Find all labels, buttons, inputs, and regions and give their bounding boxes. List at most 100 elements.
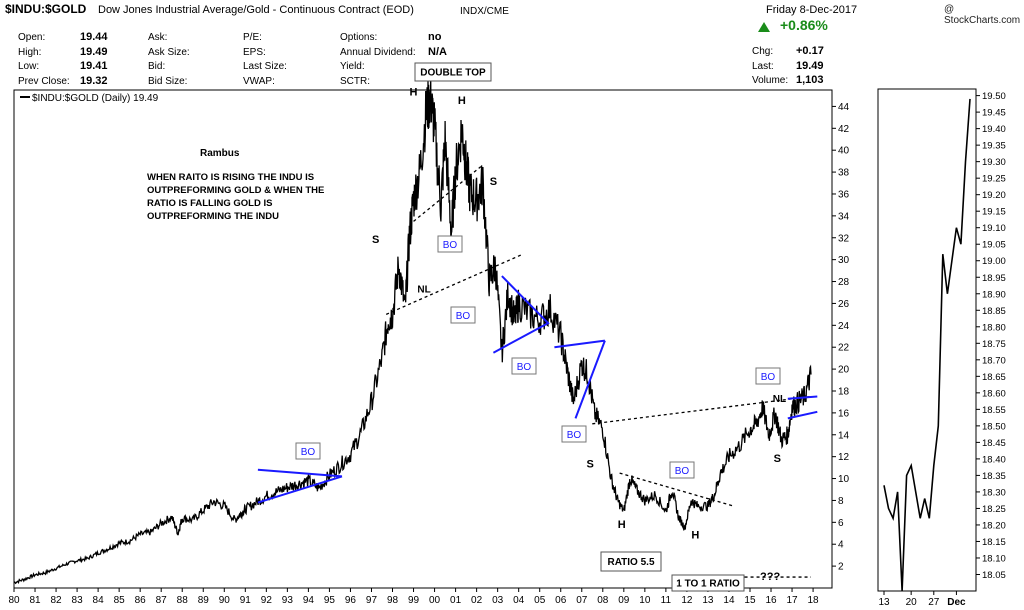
breakout-label: BO: [456, 311, 471, 322]
x-tick-label: 11: [661, 595, 672, 606]
quote-value: 1,103: [796, 74, 824, 86]
x-tick-label: 83: [72, 595, 84, 606]
neckline-main: [385, 253, 524, 315]
x-tick-label: 95: [324, 595, 336, 606]
x-tick-label: 99: [408, 595, 420, 606]
quote-value: 19.41: [80, 60, 108, 72]
x-tick-label: 14: [723, 595, 735, 606]
y-tick-label: 34: [838, 211, 850, 222]
breakout-box: [561, 425, 587, 443]
quote-label: High:: [18, 46, 42, 58]
price-line: [13, 75, 812, 585]
y-tick-label: 20: [838, 365, 850, 376]
up-arrow-icon: [758, 22, 770, 32]
triangle-lower-line: [257, 475, 343, 504]
author-label: Rambus: [200, 148, 240, 159]
triangle-upper-line: [257, 468, 343, 478]
y-tick-label: 36: [838, 189, 850, 200]
x-tick-label: 18: [808, 595, 820, 606]
y-tick-label: 24: [838, 321, 850, 332]
y-tick-label: 40: [838, 146, 850, 157]
neckline-recent: [592, 395, 812, 425]
quote-label: Low:: [18, 61, 40, 72]
x-tick-label: 85: [114, 595, 126, 606]
one-to-one-label: 1 TO 1 RATIO: [676, 579, 740, 590]
quote-value: 19.49: [796, 59, 824, 72]
y-tick-label: 14: [838, 430, 850, 441]
x-tick-label: 90: [219, 595, 231, 606]
quote-label: Bid Size:: [148, 75, 188, 87]
y-tick-label: 28: [838, 277, 850, 288]
quote-value: N/A: [428, 45, 447, 58]
x-tick-label: 06: [555, 595, 567, 606]
plot-frame: [13, 89, 833, 589]
chart-exchange: INDX/CME: [460, 6, 509, 17]
quote-label: VWAP:: [243, 75, 275, 87]
x-tick-label: 16: [765, 595, 777, 606]
x-tick-label: 98: [387, 595, 399, 606]
x-tick-label: 02: [471, 595, 483, 606]
x-tick-label: 07: [576, 595, 588, 606]
y-tick-label: 12: [838, 452, 850, 463]
y-tick-label: 38: [838, 168, 850, 179]
chart-description: Dow Jones Industrial Average/Gold - Cont…: [98, 4, 414, 16]
y-tick-label: 32: [838, 233, 850, 244]
breakout-box: [755, 367, 781, 385]
breakout-label: BO: [301, 447, 316, 458]
downtrend-line: [619, 472, 734, 507]
quote-label: Prev Close:: [18, 75, 70, 87]
x-tick-label: 82: [50, 595, 62, 606]
quote-label: Options:: [340, 32, 378, 43]
change-percent: +0.86%: [780, 17, 828, 33]
quote-label: SCTR:: [340, 75, 370, 87]
neckline-label: NL: [417, 284, 430, 295]
x-tick-label: 87: [156, 595, 168, 606]
breakout-box: [295, 442, 321, 460]
note-line: OUTPREFORMING THE INDU: [147, 211, 279, 222]
quote-label: Volume:: [752, 75, 789, 86]
breakout-label: BO: [517, 362, 532, 373]
breakout-label: BO: [443, 240, 458, 251]
quote-label: Open:: [18, 32, 46, 43]
x-tick-label: 91: [240, 595, 252, 606]
x-tick-label: 12: [681, 595, 693, 606]
shoulder-label: S: [774, 453, 781, 465]
quote-value: 19.32: [80, 74, 108, 87]
wedge-line: [492, 275, 550, 354]
y-tick-label: 6: [838, 518, 844, 529]
x-tick-label: 00: [429, 595, 441, 606]
quote-label: P/E:: [243, 32, 262, 43]
x-tick-label: 89: [198, 595, 210, 606]
flag-upper-line: [554, 339, 606, 349]
y-tick-label: 26: [838, 299, 850, 310]
x-tick-label: 92: [261, 595, 273, 606]
x-tick-label: 80: [8, 595, 20, 606]
quote-label: Chg:: [752, 46, 774, 57]
channel-lower-line: [787, 410, 818, 420]
breakout-label: BO: [761, 372, 776, 383]
shoulder-label: S: [587, 459, 594, 471]
x-tick-label: 81: [29, 595, 41, 606]
x-tick-label: 94: [303, 595, 315, 606]
quote-label: Ask Size:: [148, 46, 190, 58]
head-label: H: [410, 86, 418, 98]
x-tick-label: 86: [135, 595, 147, 606]
quote-value: 19.49: [80, 45, 108, 58]
quote-label: Annual Dividend:: [340, 46, 416, 58]
breakout-label: BO: [567, 430, 582, 441]
double-top-label: DOUBLE TOP: [420, 68, 486, 79]
y-tick-label: 2: [838, 562, 844, 573]
quote-label: Yield:: [340, 61, 365, 72]
head-label: H: [458, 95, 466, 107]
legend-label: $INDU:$GOLD (Daily) 19.49: [32, 93, 159, 104]
channel-upper-line: [787, 395, 818, 400]
x-tick-label: 08: [597, 595, 609, 606]
y-tick-label: 42: [838, 124, 850, 135]
chart-symbol: $INDU:$GOLD: [5, 2, 87, 16]
neckline-label: NL: [773, 394, 786, 405]
y-tick-label: 44: [838, 102, 850, 113]
y-tick-label: 10: [838, 474, 850, 485]
y-tick-label: 22: [838, 343, 850, 354]
head-label: H: [618, 519, 626, 531]
flag-lower-line: [574, 340, 606, 419]
